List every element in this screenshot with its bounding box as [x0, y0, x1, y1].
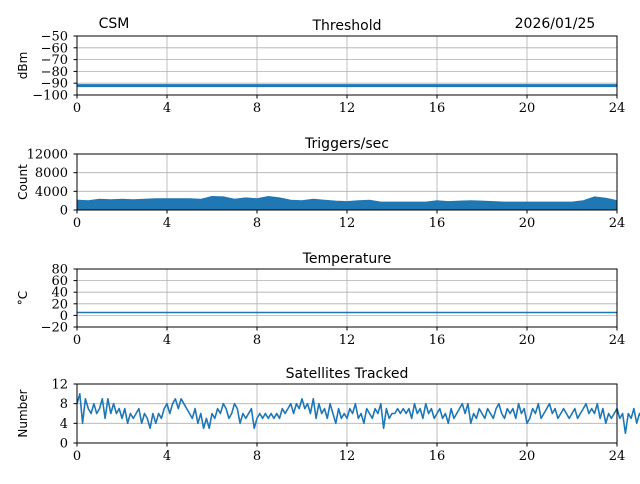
y-axis-label: Count [16, 164, 30, 200]
header-left-label: CSM [99, 16, 130, 32]
x-tick-label: 0 [73, 449, 81, 464]
axes-frame [76, 268, 618, 328]
x-tick-label: 12 [339, 333, 356, 348]
x-tick-label: 0 [73, 101, 81, 116]
x-tick-label: 16 [429, 449, 446, 464]
x-tick-label: 16 [429, 333, 446, 348]
y-tick-label: 8 [60, 397, 68, 412]
x-tick-label: 4 [163, 449, 171, 464]
x-tick-label: 12 [339, 216, 356, 231]
y-tick-label: 12000 [27, 148, 68, 163]
x-tick-label: 12 [339, 101, 356, 116]
y-tick-label: 60 [51, 274, 68, 289]
y-tick-label: −90 [41, 77, 68, 92]
series-line [76, 393, 640, 434]
subplot-title: Temperature [302, 251, 392, 267]
y-tick-label: 0 [60, 437, 68, 452]
y-axis-label: Number [16, 389, 30, 437]
subplot-title: Satellites Tracked [286, 366, 409, 382]
x-tick-label: 4 [163, 216, 171, 231]
y-tick-label: 80 [51, 263, 68, 278]
x-tick-label: 8 [253, 449, 261, 464]
y-tick-label: −80 [41, 65, 68, 80]
axes-frame [76, 35, 618, 96]
x-tick-label: 24 [609, 333, 626, 348]
x-tick-label: 24 [609, 449, 626, 464]
x-tick-label: 20 [519, 101, 536, 116]
y-tick-label: 4 [60, 417, 68, 432]
subplot-0: Threshold dBm 0 4 8 12 16 20 24 −100−90−80−70−60−… [16, 18, 625, 116]
y-tick-label: −20 [41, 321, 68, 336]
x-tick-label: 24 [609, 216, 626, 231]
y-axis-label: °C [16, 291, 30, 305]
y-tick-label: −70 [41, 53, 68, 68]
y-tick-label: −60 [41, 41, 68, 56]
y-tick-label: 20 [51, 297, 68, 312]
y-tick-label: 0 [60, 204, 68, 219]
subplot-3: Satellites Tracked Number 0 4 8 12 16 20 24 0 4 8 12 [16, 366, 640, 464]
x-tick-label: 8 [253, 216, 261, 231]
y-axis-label: dBm [16, 52, 30, 80]
x-tick-label: 24 [609, 101, 626, 116]
x-tick-label: 12 [339, 449, 356, 464]
axes-frame [76, 153, 618, 211]
x-tick-label: 16 [429, 101, 446, 116]
y-tick-label: 12 [51, 378, 68, 393]
subplot-title: Triggers/sec [304, 136, 389, 152]
y-tick-label: 8000 [35, 166, 68, 181]
header-date-label: 2026/01/25 [515, 16, 596, 32]
triggers-area-series [76, 195, 618, 211]
y-tick-label: −50 [41, 30, 68, 45]
x-tick-label: 20 [519, 449, 536, 464]
y-tick-label: 4000 [35, 185, 68, 200]
subplot-1: Triggers/sec Count 0 4 8 12 16 20 24 0 4000 8000 120… [16, 136, 625, 231]
x-tick-label: 0 [73, 333, 81, 348]
x-tick-label: 4 [163, 101, 171, 116]
x-tick-label: 8 [253, 101, 261, 116]
y-tick-label: 0 [60, 309, 68, 324]
x-tick-label: 16 [429, 216, 446, 231]
x-tick-label: 20 [519, 216, 536, 231]
x-tick-label: 4 [163, 333, 171, 348]
axes-frame [76, 383, 618, 444]
subplot-title: Threshold [312, 18, 382, 34]
y-tick-label: −100 [32, 89, 68, 104]
x-tick-label: 20 [519, 333, 536, 348]
x-tick-label: 0 [73, 216, 81, 231]
y-tick-label: 40 [51, 286, 68, 301]
x-tick-label: 8 [253, 333, 261, 348]
